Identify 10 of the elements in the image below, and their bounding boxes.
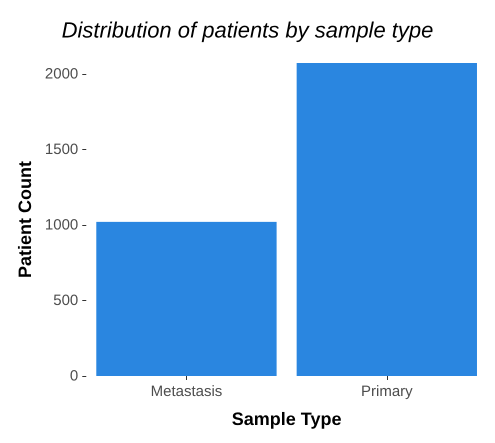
y-axis-title: Patient Count (15, 161, 35, 278)
x-tick-label: Primary (360, 383, 414, 400)
y-tick-label: 1000 (44, 216, 78, 234)
x-tick-label: Metastasis (150, 383, 222, 400)
chart-title: Distribution of patients by sample type (62, 18, 434, 42)
y-tick-label: 500 (53, 292, 78, 310)
y-tick-label: 1500 (44, 141, 78, 158)
x-axis-title: Sample Type (232, 409, 342, 429)
y-tick-label: 0 (70, 368, 78, 384)
y-tick-label: 2000 (44, 66, 78, 83)
